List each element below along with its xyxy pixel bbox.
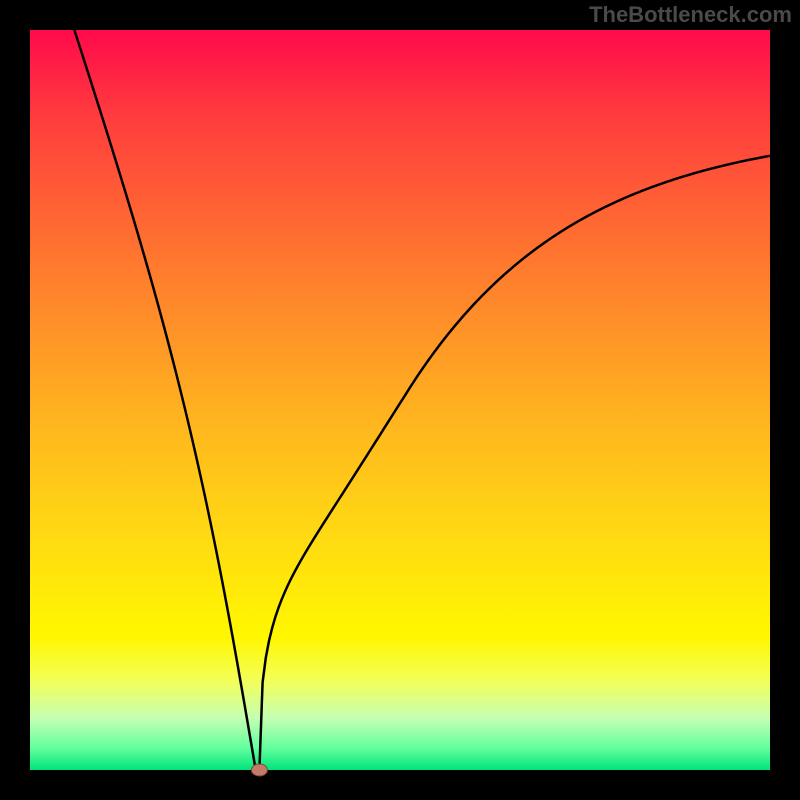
gradient-plot-area <box>30 30 770 770</box>
bottleneck-chart <box>0 0 800 800</box>
watermark-label: TheBottleneck.com <box>589 2 792 28</box>
minimum-point-marker <box>251 764 267 776</box>
